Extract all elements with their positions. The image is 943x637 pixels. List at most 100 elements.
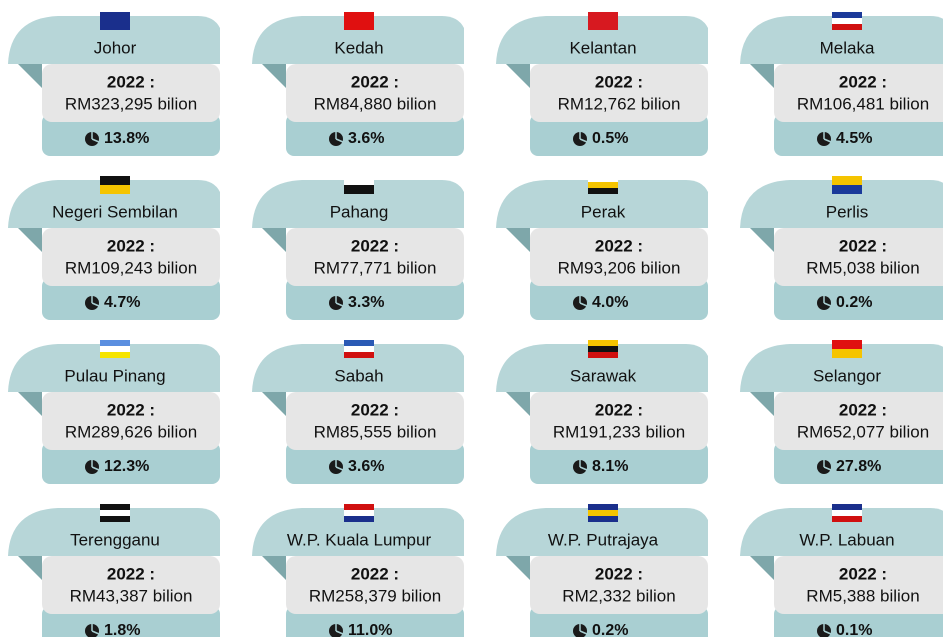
flag-stripe bbox=[588, 12, 618, 30]
share-value: 1.8% bbox=[104, 622, 140, 637]
share-value: 11.0% bbox=[348, 622, 392, 637]
card-body bbox=[774, 392, 943, 450]
gdp-value: RM43,387 bilion bbox=[70, 586, 193, 605]
state-name: Melaka bbox=[820, 38, 875, 57]
share-value: 27.8% bbox=[836, 458, 881, 475]
year-label: 2022 : bbox=[839, 72, 887, 91]
pie-icon-gap bbox=[91, 295, 100, 307]
flag-stripe bbox=[100, 176, 130, 185]
card-tab bbox=[740, 508, 943, 556]
card-bottom bbox=[530, 114, 708, 156]
card-body bbox=[530, 64, 708, 122]
gdp-value: RM84,880 bilion bbox=[314, 94, 437, 113]
card-tab bbox=[496, 508, 708, 556]
year-label: 2022 : bbox=[351, 564, 399, 583]
year-label: 2022 : bbox=[839, 400, 887, 419]
card-body bbox=[42, 392, 220, 450]
share-value: 3.3% bbox=[348, 294, 384, 311]
card-bottom bbox=[774, 278, 943, 320]
flag-stripe bbox=[344, 185, 374, 194]
flag-stripe bbox=[832, 340, 862, 349]
card-bottom bbox=[530, 442, 708, 484]
state-name: W.P. Labuan bbox=[799, 530, 894, 549]
flag-stripe bbox=[100, 504, 130, 510]
pie-icon-gap bbox=[579, 459, 588, 471]
pie-icon-gap bbox=[823, 623, 832, 635]
flag-stripe bbox=[832, 176, 862, 185]
card-body bbox=[530, 228, 708, 286]
card-bottom bbox=[774, 114, 943, 156]
card-tab bbox=[8, 180, 220, 228]
state-card: Kelantan 2022 : RM12,762 bilion 0.5% bbox=[496, 12, 708, 156]
state-card: Johor 2022 : RM323,295 bilion 13.8% bbox=[8, 12, 220, 156]
card-fold bbox=[746, 60, 774, 88]
gdp-value: RM289,626 bilion bbox=[65, 422, 197, 441]
state-name: Johor bbox=[94, 38, 137, 57]
gdp-value: RM109,243 bilion bbox=[65, 258, 197, 277]
pie-icon-gap bbox=[91, 459, 100, 471]
flag-stripe bbox=[832, 12, 862, 18]
state-name: W.P. Kuala Lumpur bbox=[287, 530, 432, 549]
card-fold bbox=[14, 552, 42, 580]
card-bottom bbox=[42, 114, 220, 156]
year-label: 2022 : bbox=[351, 400, 399, 419]
year-label: 2022 : bbox=[839, 236, 887, 255]
pie-icon-gap bbox=[823, 131, 832, 143]
flag-stripe bbox=[344, 12, 374, 30]
card-body bbox=[774, 228, 943, 286]
state-name: Perlis bbox=[826, 202, 869, 221]
pie-icon-gap bbox=[579, 131, 588, 143]
gdp-value: RM652,077 bilion bbox=[797, 422, 929, 441]
flag-stripe bbox=[100, 352, 130, 358]
card-tab bbox=[8, 344, 220, 392]
pie-icon-gap bbox=[823, 459, 832, 471]
gdp-value: RM191,233 bilion bbox=[553, 422, 685, 441]
card-fold bbox=[258, 60, 286, 88]
pie-icon-gap bbox=[91, 131, 100, 143]
year-label: 2022 : bbox=[351, 72, 399, 91]
card-fold bbox=[746, 224, 774, 252]
state-card: Pulau Pinang 2022 : RM289,626 bilion 12.3% bbox=[8, 340, 220, 484]
year-label: 2022 : bbox=[595, 72, 643, 91]
state-name: Pahang bbox=[330, 202, 389, 221]
pie-icon-gap bbox=[335, 459, 344, 471]
state-name: Perak bbox=[581, 202, 626, 221]
pie-icon-gap bbox=[91, 623, 100, 635]
state-card: Melaka 2022 : RM106,481 bilion 4.5% bbox=[740, 12, 943, 156]
state-card: Terengganu 2022 : RM43,387 bilion 1.8% bbox=[8, 504, 220, 637]
year-label: 2022 : bbox=[107, 236, 155, 255]
card-fold bbox=[502, 224, 530, 252]
state-name: Kelantan bbox=[569, 38, 636, 57]
card-bottom bbox=[774, 442, 943, 484]
gdp-value: RM323,295 bilion bbox=[65, 94, 197, 113]
flag-stripe bbox=[344, 346, 374, 352]
gdp-value: RM106,481 bilion bbox=[797, 94, 929, 113]
card-tab bbox=[496, 16, 708, 64]
flag-stripe bbox=[588, 346, 618, 352]
year-label: 2022 : bbox=[107, 564, 155, 583]
card-tab bbox=[252, 344, 464, 392]
flag-stripe bbox=[100, 340, 130, 346]
card-fold bbox=[502, 552, 530, 580]
card-body bbox=[42, 64, 220, 122]
gdp-value: RM258,379 bilion bbox=[309, 586, 441, 605]
card-fold bbox=[746, 388, 774, 416]
year-label: 2022 : bbox=[351, 236, 399, 255]
pie-icon-gap bbox=[335, 131, 344, 143]
flag-stripe bbox=[832, 349, 862, 358]
card-body bbox=[774, 64, 943, 122]
card-bottom bbox=[530, 278, 708, 320]
share-value: 0.5% bbox=[592, 130, 628, 147]
state-name: Negeri Sembilan bbox=[52, 202, 178, 221]
share-value: 12.3% bbox=[104, 458, 149, 475]
card-fold bbox=[14, 224, 42, 252]
flag-stripe bbox=[344, 510, 374, 516]
state-name: Selangor bbox=[813, 366, 881, 385]
flag-stripe bbox=[588, 516, 618, 522]
card-tab bbox=[8, 508, 220, 556]
card-body bbox=[774, 556, 943, 614]
card-tab bbox=[496, 344, 708, 392]
flag-stripe bbox=[588, 352, 618, 358]
state-name: Sabah bbox=[334, 366, 383, 385]
